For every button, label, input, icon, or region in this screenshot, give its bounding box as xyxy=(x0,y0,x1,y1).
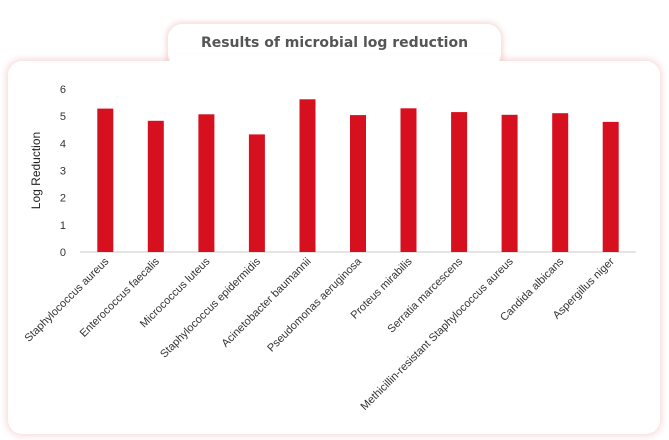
bar xyxy=(501,114,518,252)
bar xyxy=(248,134,265,252)
y-axis-ticks: 0 1 2 3 4 5 6 xyxy=(60,84,66,259)
bar xyxy=(350,115,366,252)
bars xyxy=(97,99,619,253)
bar xyxy=(451,112,468,252)
chart-card xyxy=(8,61,660,434)
y-tick-label: 6 xyxy=(60,84,66,96)
y-tick-label: 5 xyxy=(60,111,66,123)
bar xyxy=(400,108,417,252)
x-category-label: Pseudomonas aeruginosa xyxy=(265,255,364,354)
x-category-label: Staphylococcus aureus xyxy=(23,255,112,344)
chart-title: Results of microbial log reduction xyxy=(200,35,469,51)
y-tick-label: 2 xyxy=(60,193,66,205)
bar xyxy=(299,99,316,252)
bar xyxy=(147,120,164,252)
y-tick-label: 3 xyxy=(60,166,66,178)
y-tick-label: 0 xyxy=(60,247,66,259)
y-axis-title: Log Reduction xyxy=(29,132,43,209)
x-category-label: Acinetobacter baumannii xyxy=(220,256,314,350)
bar xyxy=(97,108,114,252)
bar xyxy=(602,121,619,253)
bar xyxy=(552,113,569,252)
title-tab-bridge xyxy=(170,55,499,69)
y-tick-label: 4 xyxy=(60,138,66,150)
x-category-label: Staphylococcus epidermidis xyxy=(158,255,263,360)
y-tick-label: 1 xyxy=(60,220,66,232)
bar xyxy=(198,114,215,252)
